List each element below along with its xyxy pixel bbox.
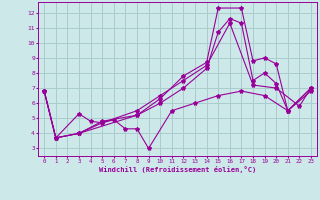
X-axis label: Windchill (Refroidissement éolien,°C): Windchill (Refroidissement éolien,°C) [99, 166, 256, 173]
